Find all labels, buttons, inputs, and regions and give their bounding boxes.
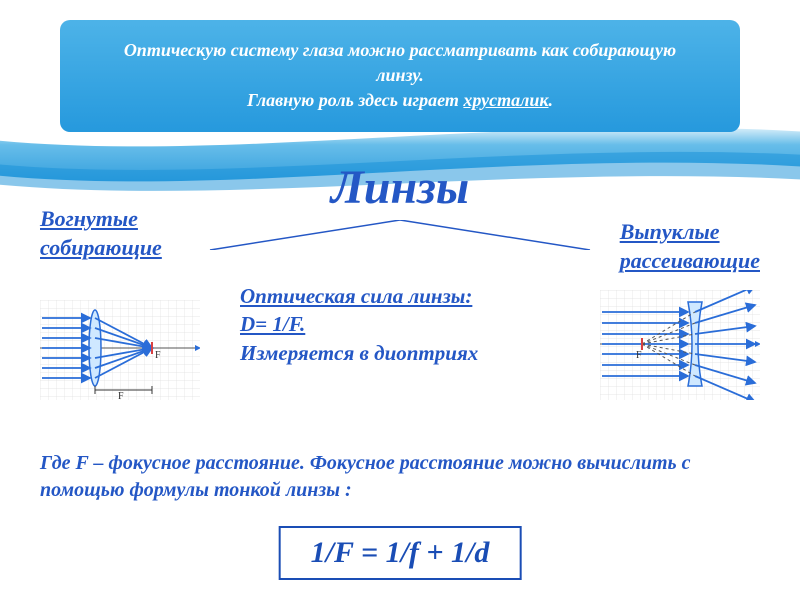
main-title: Линзы [331, 160, 469, 215]
thin-lens-formula: 1/F = 1/f + 1/d [279, 526, 522, 580]
header-banner: Оптическую систему глаза можно рассматри… [60, 20, 740, 132]
left-type-label: Вогнутые собирающие [40, 205, 162, 262]
dimension-label: F [118, 391, 124, 400]
diverging-lens-diagram: F [600, 290, 760, 400]
header-line-1: Оптическую систему глаза можно рассматри… [100, 38, 700, 88]
optical-power-text: Оптическая сила линзы: D= 1/F. Измеряетс… [240, 282, 520, 367]
right-type-label: Выпуклые рассеивающие [620, 218, 760, 275]
footer-explanation: Где F – фокусное расстояние. Фокусное ра… [40, 450, 760, 504]
focal-label: F [155, 350, 161, 361]
focal-label-2: F [636, 350, 642, 361]
converging-lens-diagram: F F [40, 300, 200, 400]
branch-connectors [200, 220, 600, 250]
header-line-2: Главную роль здесь играет хрусталик. [100, 88, 700, 113]
